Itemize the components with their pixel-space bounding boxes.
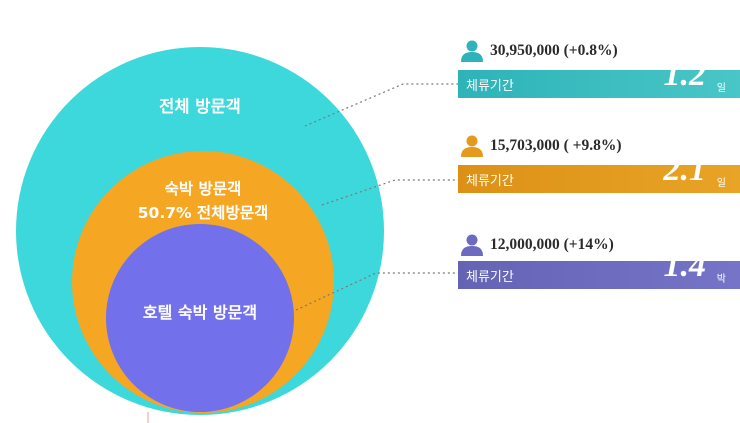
hotel-visitors-count: 12,000,000 (+14%) xyxy=(490,236,614,253)
stay-duration-unit: 일 xyxy=(716,83,726,94)
person-icon xyxy=(461,40,483,62)
overnight-visitors-label: 숙박 방문객 xyxy=(165,179,242,198)
connector-line-total xyxy=(304,83,458,127)
hotel-visitors-label: 호텔 숙박 방문객 xyxy=(143,303,257,322)
hotel-stay-duration-bar: 체류기간 1.4 박 xyxy=(458,247,740,289)
total-stay-duration-bar: 체류기간 1.2 일 xyxy=(458,56,740,98)
total-visitors-count: 30,950,000 (+0.8%) xyxy=(490,42,618,59)
hotel-visitors-circle xyxy=(106,224,294,412)
stay-duration-unit: 일 xyxy=(716,178,726,189)
stay-duration-unit: 박 xyxy=(716,274,726,285)
overnight-visitors-stat: 15,703,000 ( +9.8%) xyxy=(460,133,622,159)
overnight-visitors-count: 15,703,000 ( +9.8%) xyxy=(490,137,622,154)
stay-duration-value: 2.1 xyxy=(663,151,707,188)
stay-duration-label: 체류기간 xyxy=(466,174,514,189)
connector-line-overnight xyxy=(321,179,458,206)
person-icon xyxy=(461,135,483,157)
total-visitors-stat: 30,950,000 (+0.8%) xyxy=(460,38,618,64)
stay-duration-value: 1.4 xyxy=(663,247,707,284)
total-visitors-label: 전체 방문객 xyxy=(159,97,241,116)
overnight-share-label: 50.7% 전체방문객 xyxy=(138,204,268,222)
hotel-visitors-stat: 12,000,000 (+14%) xyxy=(460,232,614,258)
person-icon xyxy=(461,234,483,256)
stay-duration-value: 1.2 xyxy=(663,56,707,93)
stay-duration-label: 체류기간 xyxy=(466,270,514,285)
stay-duration-label: 체류기간 xyxy=(466,79,514,94)
overnight-stay-duration-bar: 체류기간 2.1 일 xyxy=(458,151,740,193)
